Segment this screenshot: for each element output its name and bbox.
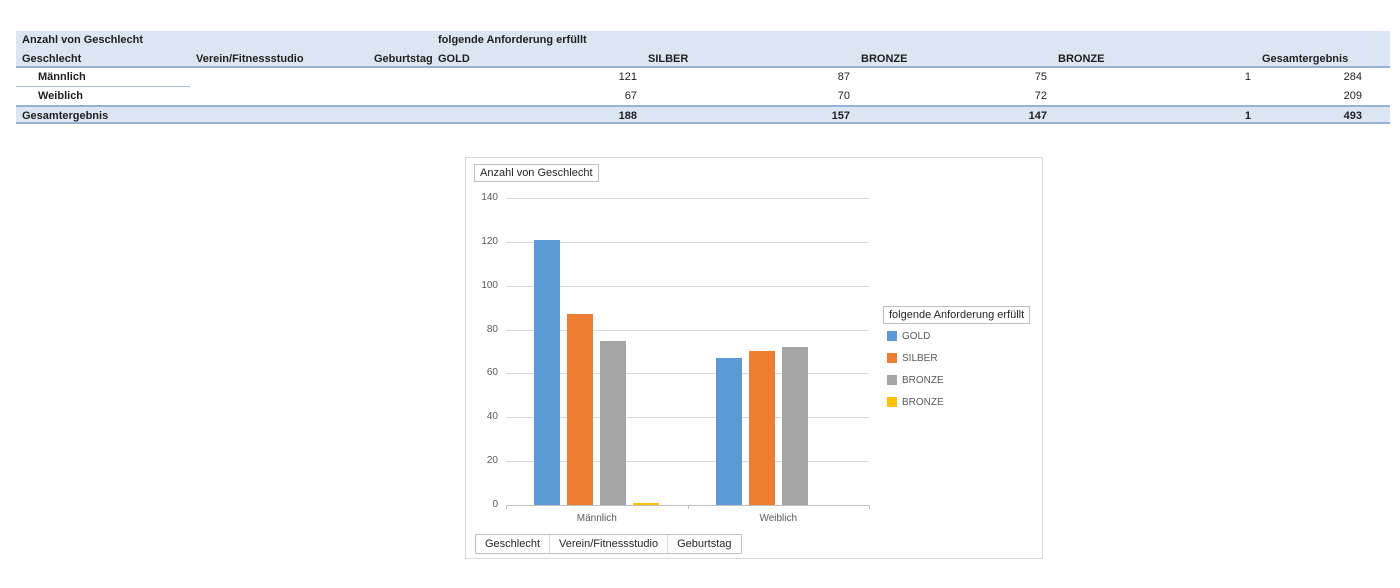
axis-field-button-geburtstag[interactable]: Geburtstag bbox=[667, 535, 740, 553]
pivot-column-field-label[interactable]: folgende Anforderung erfüllt bbox=[432, 31, 1390, 50]
legend-swatch bbox=[887, 331, 897, 341]
legend-swatch bbox=[887, 375, 897, 385]
value-maennlich-silber: 87 bbox=[837, 71, 850, 83]
row-label-weiblich[interactable]: Weiblich bbox=[38, 90, 84, 102]
y-axis-tick-label: 140 bbox=[481, 192, 498, 203]
legend-item-silber: SILBER bbox=[887, 351, 944, 365]
legend-item-bronze: BRONZE bbox=[887, 373, 944, 387]
value-weiblich-gesamt: 209 bbox=[1343, 90, 1362, 102]
y-axis-tick-label: 40 bbox=[486, 411, 498, 422]
y-axis-tick-label: 120 bbox=[481, 236, 498, 247]
axis-field-buttons: Geschlecht Verein/Fitnessstudio Geburtstag bbox=[475, 534, 742, 554]
column-header-geschlecht[interactable]: Geschlecht bbox=[16, 50, 190, 68]
chart-bar-gold-männlich bbox=[534, 240, 560, 505]
y-axis-tick-label: 100 bbox=[481, 280, 498, 291]
gridline bbox=[506, 417, 869, 418]
value-weiblich-bronze-1: 72 bbox=[1034, 90, 1047, 102]
x-axis-label: Weiblich bbox=[759, 513, 798, 524]
row-label-maennlich[interactable]: Männlich bbox=[16, 68, 190, 87]
value-weiblich-bronze-2 bbox=[1052, 87, 1256, 105]
column-header-geburtstag[interactable]: Geburtstag bbox=[368, 50, 432, 68]
empty-cell bbox=[368, 68, 432, 87]
x-axis-tick bbox=[506, 505, 507, 509]
gridline bbox=[506, 198, 869, 199]
legend-label: SILBER bbox=[902, 352, 938, 364]
gridline bbox=[506, 242, 869, 243]
chart-bar-gold-weiblich bbox=[716, 358, 742, 505]
y-axis-tick-label: 0 bbox=[492, 499, 498, 510]
empty-cell bbox=[368, 87, 432, 105]
x-axis-tick bbox=[869, 505, 870, 509]
total-silber: 157 bbox=[642, 105, 855, 124]
x-axis-label: Männlich bbox=[576, 513, 617, 524]
legend-swatch bbox=[887, 397, 897, 407]
column-header-silber[interactable]: SILBER bbox=[642, 50, 855, 68]
empty-cell bbox=[190, 87, 368, 105]
total-gold: 188 bbox=[432, 105, 642, 124]
legend-item-bronze: BRONZE bbox=[887, 395, 944, 409]
plot-area: 0 20 40 60 80 100 120 140 Männlich Weiblich bbox=[466, 158, 1042, 558]
gridline bbox=[506, 286, 869, 287]
gridline bbox=[506, 461, 869, 462]
column-header-gesamtergebnis[interactable]: Gesamtergebnis bbox=[1256, 50, 1390, 68]
column-header-gold[interactable]: GOLD bbox=[432, 50, 642, 68]
legend-label: BRONZE bbox=[902, 374, 944, 386]
chart-bar-bronze-männlich bbox=[600, 341, 626, 505]
column-header-bronze-1[interactable]: BRONZE bbox=[855, 50, 1052, 68]
value-field-button[interactable]: Anzahl von Geschlecht bbox=[474, 164, 599, 182]
value-maennlich-gesamt: 284 bbox=[1343, 71, 1362, 83]
value-maennlich-bronze-1: 75 bbox=[1034, 71, 1047, 83]
total-gesamt: 493 bbox=[1256, 105, 1390, 124]
chart-bar-silber-weiblich bbox=[749, 351, 775, 505]
pivot-chart: 0 20 40 60 80 100 120 140 Männlich Weiblich Anzah… bbox=[465, 157, 1043, 559]
y-axis-tick-label: 80 bbox=[486, 324, 498, 335]
gridline bbox=[506, 330, 869, 331]
value-maennlich-bronze-2: 1 bbox=[1244, 71, 1251, 83]
pivot-value-field-label[interactable]: Anzahl von Geschlecht bbox=[16, 31, 432, 50]
empty-cell bbox=[190, 105, 368, 124]
column-header-bronze-2[interactable]: BRONZE bbox=[1052, 50, 1256, 68]
total-row-label[interactable]: Gesamtergebnis bbox=[16, 105, 190, 124]
value-weiblich-gold: 67 bbox=[624, 90, 637, 102]
value-maennlich-gold: 121 bbox=[618, 71, 637, 83]
column-header-verein-fitnessstudio[interactable]: Verein/Fitnessstudio bbox=[190, 50, 368, 68]
legend-item-gold: GOLD bbox=[887, 329, 944, 343]
chart-bar-bronze-männlich bbox=[633, 503, 659, 505]
chart-bar-silber-männlich bbox=[567, 314, 593, 505]
empty-cell bbox=[190, 68, 368, 87]
axis-field-button-verein-fitnessstudio[interactable]: Verein/Fitnessstudio bbox=[549, 535, 667, 553]
value-weiblich-silber: 70 bbox=[837, 90, 850, 102]
total-bronze-2: 1 bbox=[1052, 105, 1256, 124]
total-bronze-1: 147 bbox=[855, 105, 1052, 124]
x-axis-tick bbox=[688, 505, 689, 509]
legend-label: GOLD bbox=[902, 330, 931, 342]
legend-swatch bbox=[887, 353, 897, 363]
empty-cell bbox=[368, 105, 432, 124]
y-axis-tick-label: 60 bbox=[486, 367, 498, 378]
axis-field-button-geschlecht[interactable]: Geschlecht bbox=[485, 538, 541, 550]
chart-bar-bronze-weiblich bbox=[782, 347, 808, 505]
pivot-table: Anzahl von Geschlecht folgende Anforderu… bbox=[16, 31, 1390, 124]
legend-field-button[interactable]: folgende Anforderung erfüllt bbox=[883, 306, 1031, 324]
gridline bbox=[506, 373, 869, 374]
legend: GOLD SILBER BRONZE BRONZE bbox=[887, 329, 944, 417]
legend-label: BRONZE bbox=[902, 396, 944, 408]
y-axis-tick-label: 20 bbox=[486, 455, 498, 466]
x-axis-line bbox=[506, 505, 869, 506]
